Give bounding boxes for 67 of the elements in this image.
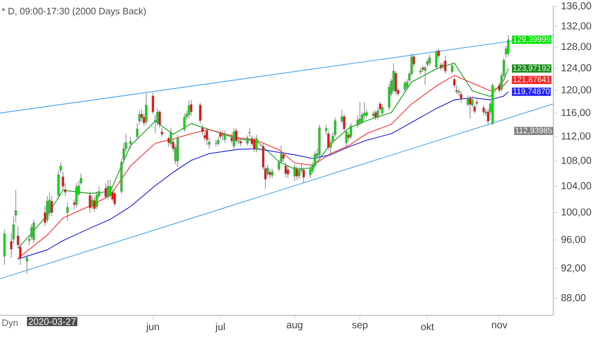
candlestick [507, 34, 510, 57]
text: 2020-03-27 [28, 318, 76, 325]
candlestick [450, 62, 454, 74]
candlestick [158, 110, 161, 128]
candlestick [46, 196, 48, 224]
candlestick [188, 100, 190, 120]
x-tick-label: nov [492, 322, 508, 328]
candlestick [32, 219, 35, 244]
annotation: 119,74870 [513, 88, 550, 96]
y-tick-label: 136,00 [562, 2, 592, 11]
candlestick [309, 166, 312, 178]
y-tick-label: 120,00 [562, 86, 592, 94]
candlestick [444, 56, 447, 74]
y-tick-label: 104,00 [562, 182, 592, 190]
y-tick-label: 108,00 [562, 156, 592, 166]
annotation: 112,93985 [516, 128, 552, 134]
candlestick [466, 95, 470, 107]
candlestick [91, 196, 94, 210]
candlestick [176, 134, 179, 168]
candlestick [140, 108, 143, 122]
candlestick [460, 91, 462, 104]
y-tick-label: 132,00 [562, 22, 592, 31]
candlestick [50, 196, 53, 216]
y-tick-label: 116,00 [562, 108, 590, 118]
candlestick [286, 166, 290, 178]
candlestick [381, 104, 384, 116]
candlestick [435, 49, 438, 70]
candlestick [358, 102, 362, 126]
candlestick [404, 80, 406, 92]
candlestick [66, 202, 69, 222]
x-tick-label: sep [352, 322, 368, 330]
candlestick [198, 102, 202, 124]
candlestick [160, 127, 164, 137]
x-tick-label: okt [421, 322, 434, 330]
candlestick [114, 190, 116, 207]
y-tick-label: 92,00 [561, 264, 586, 273]
candlestick [190, 100, 192, 116]
candlestick [350, 122, 352, 140]
y-tick-label: 112,00 [562, 132, 590, 141]
candlestick [26, 254, 28, 274]
y-tick-label: 88,00 [561, 294, 586, 302]
candlestick [109, 180, 112, 198]
candlestick [145, 92, 148, 126]
candlestick [302, 166, 305, 184]
candlestick [482, 104, 485, 116]
text: Dyn [2, 320, 18, 328]
candlestick [170, 127, 172, 148]
candlestick [3, 229, 6, 266]
candlestick [468, 96, 472, 119]
y-tick-label: 96,00 [561, 236, 586, 244]
candlestick [75, 182, 78, 208]
candlestick [234, 128, 238, 144]
annotation: 129,39999 [513, 36, 550, 44]
candlestick [298, 166, 300, 179]
chart-title: * D, 09:00-17:30 (2000 Days Back) [2, 8, 146, 16]
annotation: 123,97192 [513, 65, 550, 72]
candlestick [270, 168, 274, 178]
candlestick [183, 112, 186, 132]
y-tick-label: 124,00 [562, 64, 592, 72]
x-tick-label: jun [146, 322, 159, 332]
y-tick-label: 128,00 [562, 42, 592, 52]
candlestick [296, 166, 298, 180]
candlestick [284, 162, 287, 178]
annotation: 121,87641 [513, 76, 550, 84]
x-tick-label: aug [286, 322, 302, 330]
y-tick-label: 100,00 [562, 208, 592, 217]
x-tick-label: jul [215, 322, 225, 332]
